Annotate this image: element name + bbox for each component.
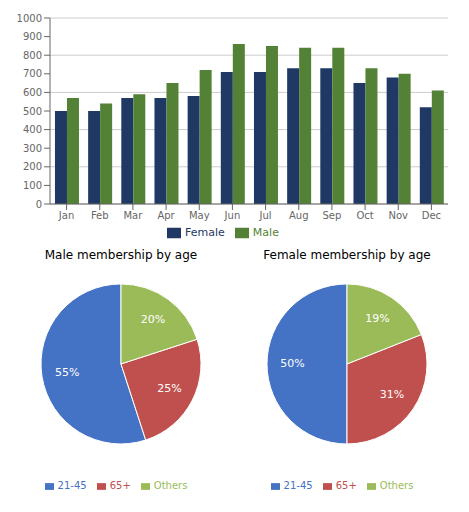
html-text:65+: 65+ — [335, 480, 357, 491]
svg-text:25%: 25% — [157, 382, 181, 395]
svg-text:Jun: Jun — [224, 210, 241, 221]
svg-text:31%: 31% — [380, 388, 404, 401]
svg-text:19%: 19% — [365, 312, 389, 325]
html-text:Female membership by age: Female membership by age — [263, 248, 431, 262]
svg-text:Sep: Sep — [322, 210, 341, 221]
svg-text:Feb: Feb — [91, 210, 109, 221]
svg-text:Jan: Jan — [58, 210, 74, 221]
svg-text:600: 600 — [23, 87, 42, 98]
html-text:Female: Female — [185, 226, 225, 239]
html-text:21-45: 21-45 — [57, 480, 87, 491]
html-text:Others: Others — [379, 480, 414, 491]
svg-text:800: 800 — [23, 50, 42, 61]
svg-text:300: 300 — [23, 143, 42, 154]
svg-text:400: 400 — [23, 124, 42, 135]
svg-text:Aug: Aug — [289, 210, 309, 221]
html-text:Male membership by age: Male membership by age — [44, 248, 198, 262]
svg-text:700: 700 — [23, 68, 42, 79]
svg-text:Jul: Jul — [259, 210, 272, 221]
svg-text:0: 0 — [36, 199, 42, 210]
html-text:65+: 65+ — [109, 480, 131, 491]
svg-text:Oct: Oct — [356, 210, 373, 221]
svg-text:1000: 1000 — [17, 13, 42, 24]
svg-text:20%: 20% — [141, 313, 165, 326]
svg-text:Dec: Dec — [422, 210, 441, 221]
svg-text:55%: 55% — [55, 366, 79, 379]
svg-text:Apr: Apr — [157, 210, 175, 221]
html-text:Others: Others — [153, 480, 188, 491]
svg-text:Mar: Mar — [123, 210, 143, 221]
svg-text:100: 100 — [23, 180, 42, 191]
svg-text:Nov: Nov — [388, 210, 408, 221]
svg-text:900: 900 — [23, 31, 42, 42]
svg-text:May: May — [189, 210, 210, 221]
svg-text:50%: 50% — [280, 357, 304, 370]
svg-text:500: 500 — [23, 106, 42, 117]
html-text:Male: Male — [252, 226, 279, 239]
html-text:21-45: 21-45 — [283, 480, 313, 491]
svg-text:200: 200 — [23, 161, 42, 172]
